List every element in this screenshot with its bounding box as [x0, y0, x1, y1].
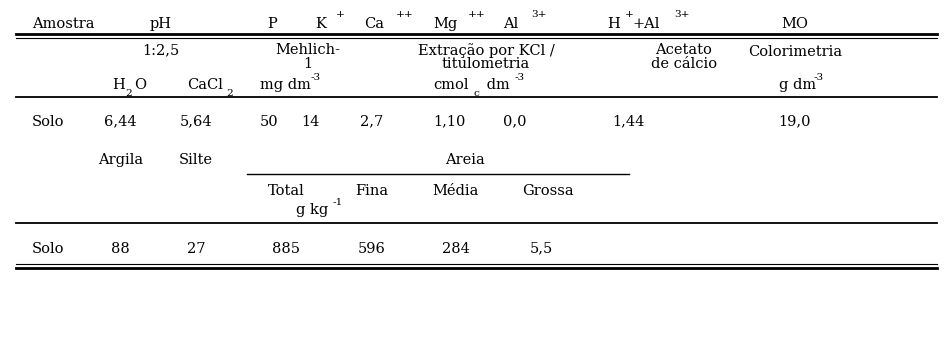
Text: +: +	[625, 10, 633, 19]
Text: -3: -3	[310, 73, 320, 82]
Text: -1: -1	[331, 198, 342, 207]
Text: 88: 88	[110, 241, 129, 256]
Text: Silte: Silte	[179, 153, 213, 167]
Text: 50: 50	[260, 114, 278, 128]
Text: titulometria: titulometria	[442, 57, 529, 71]
Text: 27: 27	[187, 241, 206, 256]
Text: g kg: g kg	[296, 203, 327, 217]
Text: Total: Total	[268, 184, 305, 198]
Text: 1,44: 1,44	[612, 114, 645, 128]
Text: Amostra: Amostra	[31, 17, 94, 31]
Text: mg dm: mg dm	[260, 78, 310, 92]
Text: H: H	[607, 17, 620, 31]
Text: 596: 596	[358, 241, 386, 256]
Text: Fina: Fina	[355, 184, 388, 198]
Text: -3: -3	[514, 73, 525, 82]
Text: +: +	[335, 10, 345, 19]
Text: Mehlich-: Mehlich-	[274, 43, 340, 57]
Text: dm: dm	[482, 78, 509, 92]
Text: O: O	[134, 78, 147, 92]
Text: Mg: Mg	[433, 17, 458, 31]
Text: P: P	[268, 17, 277, 31]
Text: Extração por KCl /: Extração por KCl /	[417, 43, 554, 58]
Text: 2: 2	[125, 89, 131, 98]
Text: +Al: +Al	[632, 17, 659, 31]
Text: CaCl: CaCl	[187, 78, 223, 92]
Text: 284: 284	[441, 241, 469, 256]
Text: 19,0: 19,0	[778, 114, 810, 128]
Text: 885: 885	[272, 241, 300, 256]
Text: H: H	[112, 78, 125, 92]
Text: Grossa: Grossa	[522, 184, 573, 198]
Text: 3+: 3+	[673, 10, 689, 19]
Text: 1:2,5: 1:2,5	[142, 43, 180, 57]
Text: -3: -3	[813, 73, 823, 82]
Text: 2: 2	[227, 89, 233, 98]
Text: 2,7: 2,7	[360, 114, 384, 128]
Text: Solo: Solo	[31, 241, 64, 256]
Text: Areia: Areia	[445, 153, 485, 167]
Text: Média: Média	[432, 184, 478, 198]
Text: Argila: Argila	[97, 153, 143, 167]
Text: K: K	[314, 17, 326, 31]
Text: pH: pH	[149, 17, 172, 31]
Text: Ca: Ca	[364, 17, 384, 31]
Text: Al: Al	[503, 17, 518, 31]
Text: 0,0: 0,0	[503, 114, 526, 128]
Text: 5,5: 5,5	[529, 241, 552, 256]
Text: Acetato: Acetato	[655, 43, 711, 57]
Text: c: c	[473, 89, 479, 98]
Text: 14: 14	[301, 114, 319, 128]
Text: de cálcio: de cálcio	[650, 57, 716, 71]
Text: 6,44: 6,44	[104, 114, 136, 128]
Text: 5,64: 5,64	[180, 114, 212, 128]
Text: g dm: g dm	[778, 78, 815, 92]
Text: cmol: cmol	[433, 78, 468, 92]
Text: 1: 1	[303, 57, 311, 71]
Text: ++: ++	[467, 10, 486, 19]
Text: Colorimetria: Colorimetria	[747, 45, 841, 59]
Text: ++: ++	[395, 10, 413, 19]
Text: 1,10: 1,10	[433, 114, 466, 128]
Text: Solo: Solo	[31, 114, 64, 128]
Text: MO: MO	[781, 17, 807, 31]
Text: 3+: 3+	[531, 10, 546, 19]
